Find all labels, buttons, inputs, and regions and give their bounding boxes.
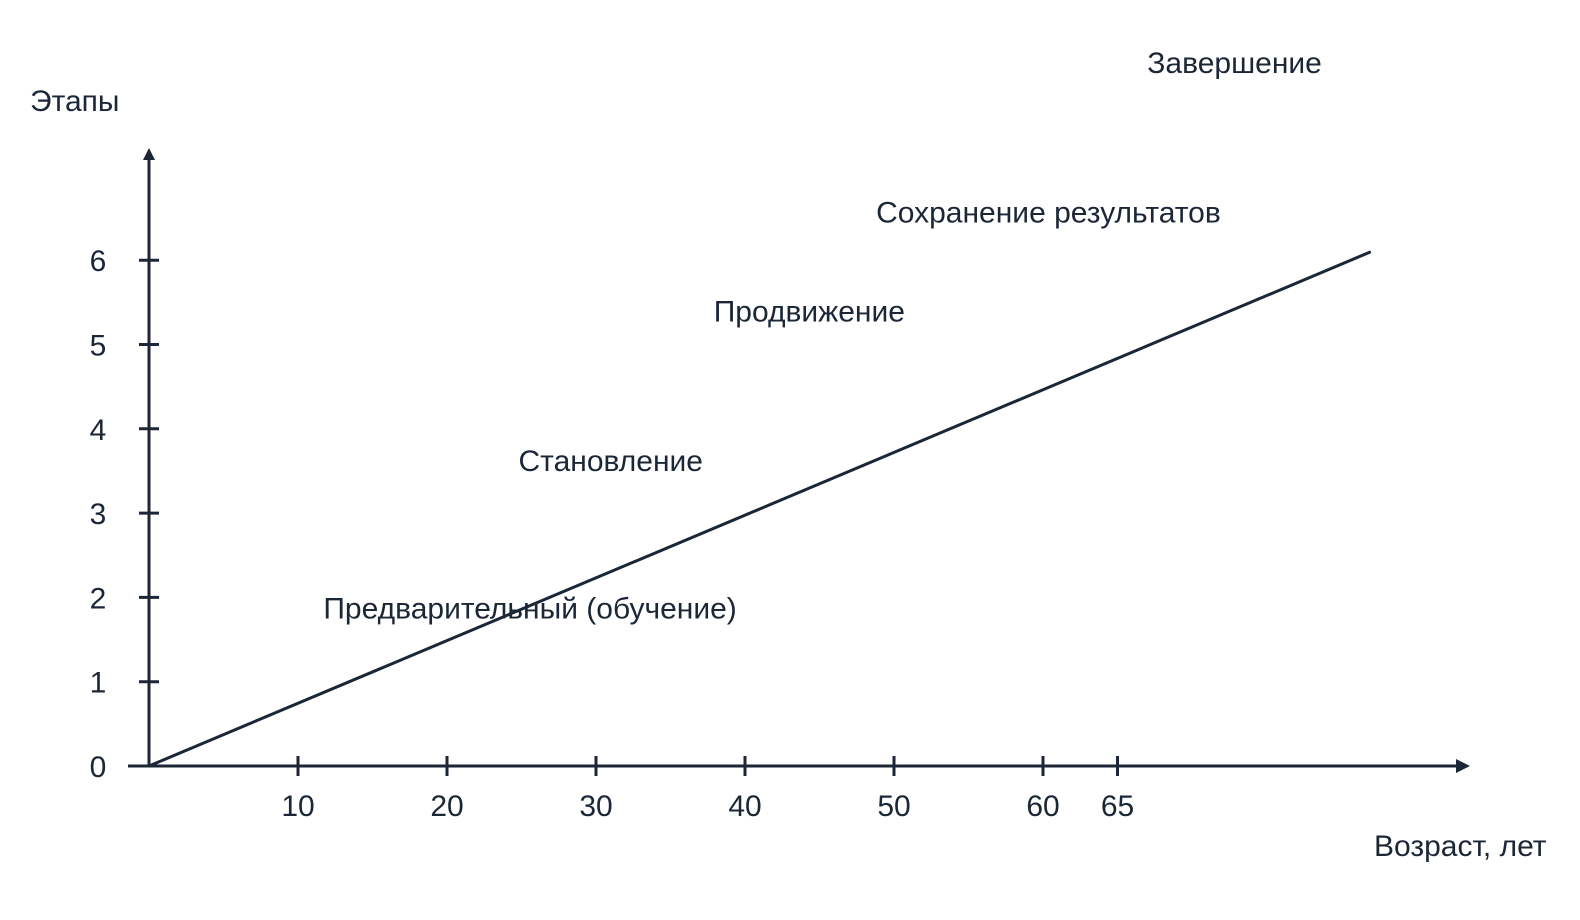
x-tick-label-10: 10 xyxy=(281,790,314,823)
x-ticks: 10 20 30 40 50 60 65 xyxy=(281,756,1134,823)
y-tick-label-3: 3 xyxy=(90,498,107,531)
stage-label-5: Завершение xyxy=(1147,47,1322,80)
y-tick-label-5: 5 xyxy=(90,330,107,363)
x-tick-label-30: 30 xyxy=(579,790,612,823)
y-tick-label-0: 0 xyxy=(90,751,107,784)
x-tick-label-50: 50 xyxy=(877,790,910,823)
y-tick-label-6: 6 xyxy=(90,245,107,278)
x-tick-label-60: 60 xyxy=(1026,790,1059,823)
stage-label-1: Предварительный (обучение) xyxy=(323,592,736,625)
stage-label-3: Продвижение xyxy=(714,296,905,329)
y-axis-label: Этапы xyxy=(30,85,119,118)
series-group xyxy=(148,250,1372,768)
axes xyxy=(128,148,1470,773)
y-tick-label-1: 1 xyxy=(90,667,107,700)
stage-label-2: Становление xyxy=(519,445,703,478)
x-axis-label: Возраст, лет xyxy=(1374,830,1547,863)
y-tick-label-2: 2 xyxy=(90,582,107,615)
y-axis-arrow xyxy=(143,148,155,160)
stage-labels: Предварительный (обучение) Становление Про… xyxy=(323,47,1322,625)
x-tick-label-65: 65 xyxy=(1101,790,1134,823)
series-line-0 xyxy=(148,250,1372,768)
x-tick-label-40: 40 xyxy=(728,790,761,823)
y-ticks: 0 1 2 3 4 5 6 xyxy=(90,245,159,784)
stage-label-4: Сохранение результатов xyxy=(876,196,1221,229)
y-tick-label-4: 4 xyxy=(90,414,107,447)
x-axis-arrow xyxy=(1456,759,1470,773)
x-tick-label-20: 20 xyxy=(430,790,463,823)
